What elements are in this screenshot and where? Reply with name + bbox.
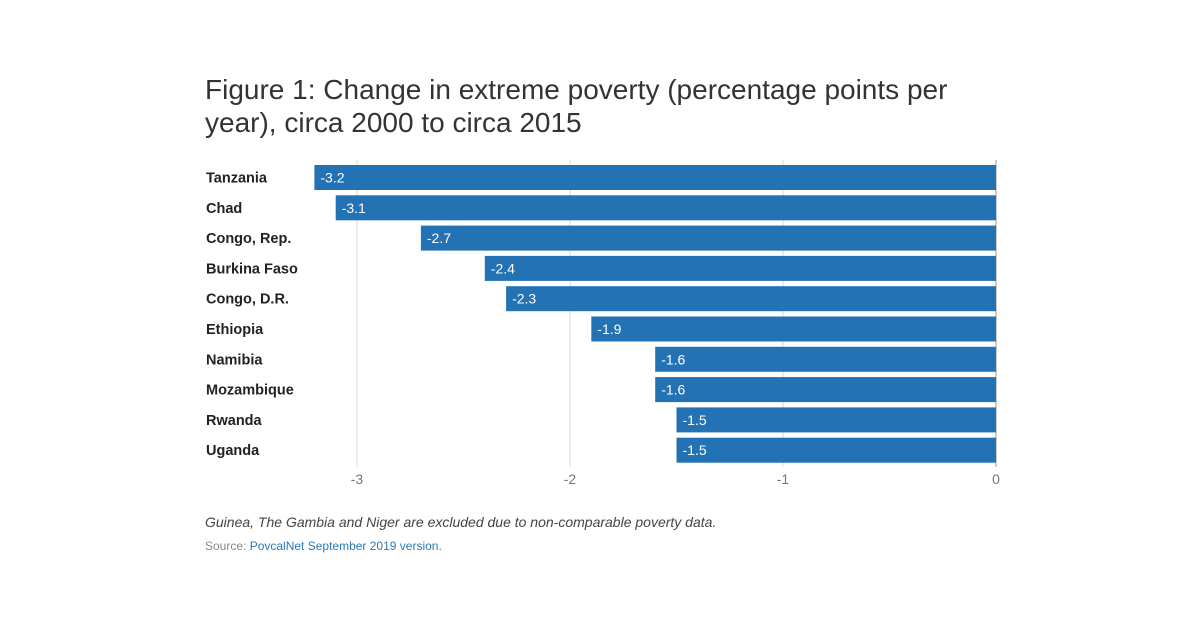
x-tick-label: -3	[351, 471, 364, 487]
category-labels: Tanzania Chad Congo, Rep. Burkina Faso Congo…	[206, 171, 298, 460]
bar-value-label: -1.9	[597, 321, 621, 337]
bar	[314, 165, 996, 190]
chart-note: Guinea, The Gambia and Niger are exclude…	[205, 514, 717, 530]
bar-value-label: -1.6	[661, 351, 685, 367]
bar	[420, 225, 996, 251]
bar	[591, 316, 996, 342]
category-label: Mozambique	[206, 383, 294, 399]
source-prefix: Source:	[205, 539, 250, 553]
chart-source: Source: PovcalNet September 2019 version…	[205, 539, 442, 553]
bar	[484, 255, 996, 281]
category-label: Ethiopia	[206, 322, 264, 338]
x-tick-label: 0	[992, 471, 1000, 487]
category-label: Burkina Faso	[206, 261, 298, 277]
category-label: Uganda	[206, 443, 260, 459]
bar-value-label: -1.5	[683, 412, 707, 428]
bar-value-label: -3.1	[342, 200, 366, 216]
bar	[655, 346, 996, 372]
source-link[interactable]: PovcalNet September 2019 version.	[249, 539, 442, 553]
bars: -3.2 -3.1 -2.7 -2.4 -2.3 -1.9 -1.6 -1.6 -1.5 -1.5	[314, 165, 996, 463]
category-label: Chad	[206, 201, 242, 217]
bar-value-label: -2.3	[512, 291, 536, 307]
bar-value-label: -1.6	[661, 382, 685, 398]
bar-value-label: -3.2	[320, 170, 344, 186]
bar-value-label: -2.4	[491, 260, 515, 276]
category-label: Rwanda	[206, 413, 263, 429]
category-label: Congo, D.R.	[206, 292, 289, 308]
bar	[506, 286, 996, 312]
x-tick-label: -2	[564, 471, 577, 487]
chart-title: Figure 1: Change in extreme poverty (per…	[205, 74, 948, 138]
category-label: Namibia	[206, 352, 263, 368]
x-tick-labels: -3 -2 -1 0	[351, 471, 1000, 487]
bar	[676, 437, 996, 463]
bar-value-label: -2.7	[427, 230, 451, 246]
x-tick-label: -1	[777, 471, 790, 487]
bar	[335, 195, 996, 221]
category-label: Congo, Rep.	[206, 231, 291, 247]
bar-chart: -3.2 -3.1 -2.7 -2.4 -2.3 -1.9 -1.6 -1.6 -1.5 -1.5…	[206, 160, 1000, 487]
bar	[676, 407, 996, 433]
category-label: Tanzania	[206, 171, 268, 187]
bar	[655, 377, 996, 403]
bar-value-label: -1.5	[683, 442, 707, 458]
